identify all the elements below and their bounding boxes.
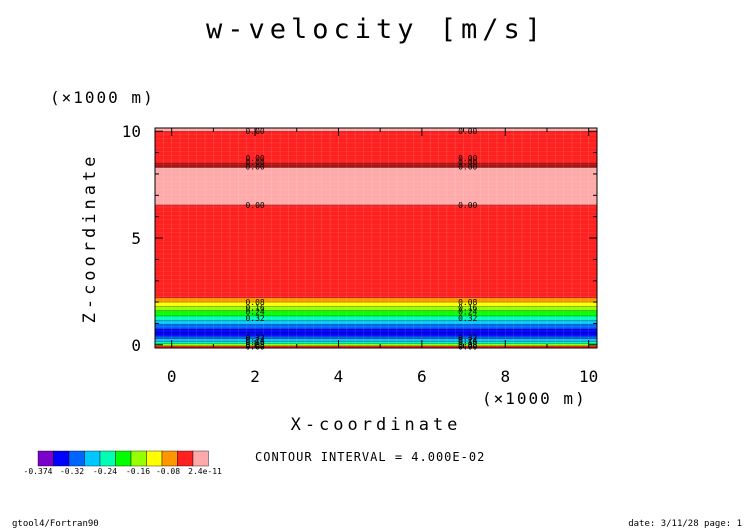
contour-band — [155, 310, 597, 316]
y-tick-label: 0 — [131, 336, 141, 355]
x-tick-label: 10 — [579, 367, 598, 386]
colorbar: -0.374 -0.32 -0.24 -0.16 -0.08 2.4e-11 — [24, 450, 222, 476]
plot-area: 0.00 0.000.00 0.000.00 0.000.00 0.000.00 0.00… — [122, 122, 599, 386]
contour-band — [155, 320, 597, 325]
colorbar-swatch — [130, 450, 147, 467]
colorbar-swatch — [161, 450, 178, 467]
contour-label: 0.32 — [458, 314, 477, 323]
x-tick-label: 6 — [417, 367, 427, 386]
contour-label: 0.32 — [245, 333, 264, 342]
footer-right: date: 3/11/28 page: 1 — [628, 519, 742, 529]
y-scale-note: (×1000 m) — [50, 88, 155, 107]
contour-band — [155, 324, 597, 329]
y-tick-label: 5 — [131, 229, 141, 248]
contour-band — [155, 306, 597, 311]
y-tick-label: 10 — [122, 122, 141, 141]
contour-band — [155, 333, 597, 337]
contour-label: 0.32 — [458, 333, 477, 342]
contour-label: 0.00 — [458, 201, 477, 210]
x-tick-label: 8 — [500, 367, 510, 386]
contour-label: 0.24 — [458, 336, 477, 345]
colorbar-swatch — [37, 450, 54, 467]
colorbar-label: -0.32 — [60, 467, 84, 476]
colorbar-swatch — [177, 450, 194, 467]
contour-label: 0.00 — [458, 343, 477, 352]
contour-label: 0.00 — [245, 154, 264, 163]
colorbar-swatch — [192, 450, 209, 467]
contour-label: 0.00 — [458, 162, 477, 171]
contour-band — [155, 315, 597, 321]
contour-band — [155, 128, 597, 132]
contour-label: 0.08 — [245, 298, 264, 307]
contour-band — [155, 345, 597, 348]
colorbar-label: 2.4e-11 — [188, 467, 222, 476]
contour-band — [155, 167, 597, 205]
contour-band — [155, 163, 597, 168]
contour-band — [155, 328, 597, 334]
colorbar-swatch — [68, 450, 85, 467]
contour-band — [155, 341, 597, 344]
x-scale-note: (×1000 m) — [482, 389, 587, 408]
contour-label: 0.08 — [458, 340, 477, 349]
contour-label: 0.24 — [245, 308, 264, 317]
contour-band — [155, 204, 597, 298]
x-tick-label: 4 — [334, 367, 344, 386]
contour-label: 0.00 — [245, 162, 264, 171]
chart-title: w-velocity [m/s] — [206, 14, 546, 45]
contour-band — [155, 343, 597, 346]
colorbar-label: -0.374 — [24, 467, 53, 476]
x-axis-label: X-coordinate — [291, 415, 462, 435]
contour-band — [155, 338, 597, 342]
contour-band — [155, 131, 597, 164]
contour-label: 0.00 — [245, 158, 264, 167]
colorbar-label: -0.16 — [126, 467, 150, 476]
colorbar-swatch — [146, 450, 163, 467]
colorbar-swatch — [99, 450, 116, 467]
contour-label: 0.00 — [458, 127, 477, 136]
colorbar-label: -0.08 — [156, 467, 180, 476]
colorbar-label: -0.24 — [93, 467, 117, 476]
contour-label: 0.00 — [458, 154, 477, 163]
colorbar-swatch — [53, 450, 70, 467]
contour-band — [155, 336, 597, 339]
contour-label: 0.08 — [458, 298, 477, 307]
contour-band — [155, 302, 597, 307]
x-tick-label: 2 — [250, 367, 260, 386]
colorbar-swatch — [115, 450, 132, 467]
contour-band — [155, 297, 597, 303]
contour-label: 0.00 — [458, 158, 477, 167]
contour-label: 0.24 — [458, 308, 477, 317]
colorbar-swatch — [84, 450, 101, 467]
contour-interval: CONTOUR INTERVAL = 4.000E-02 — [255, 450, 485, 464]
contour-label: 0.16 — [458, 303, 477, 312]
y-axis-label: Z-coordinate — [80, 153, 100, 324]
contour-label: 0.16 — [458, 338, 477, 347]
footer-left: gtool4/Fortran90 — [12, 519, 99, 529]
x-tick-label: 0 — [167, 367, 177, 386]
contour-label: 0.16 — [245, 303, 264, 312]
contour-label: 0.32 — [245, 314, 264, 323]
contour-label: 0.00 — [245, 201, 264, 210]
